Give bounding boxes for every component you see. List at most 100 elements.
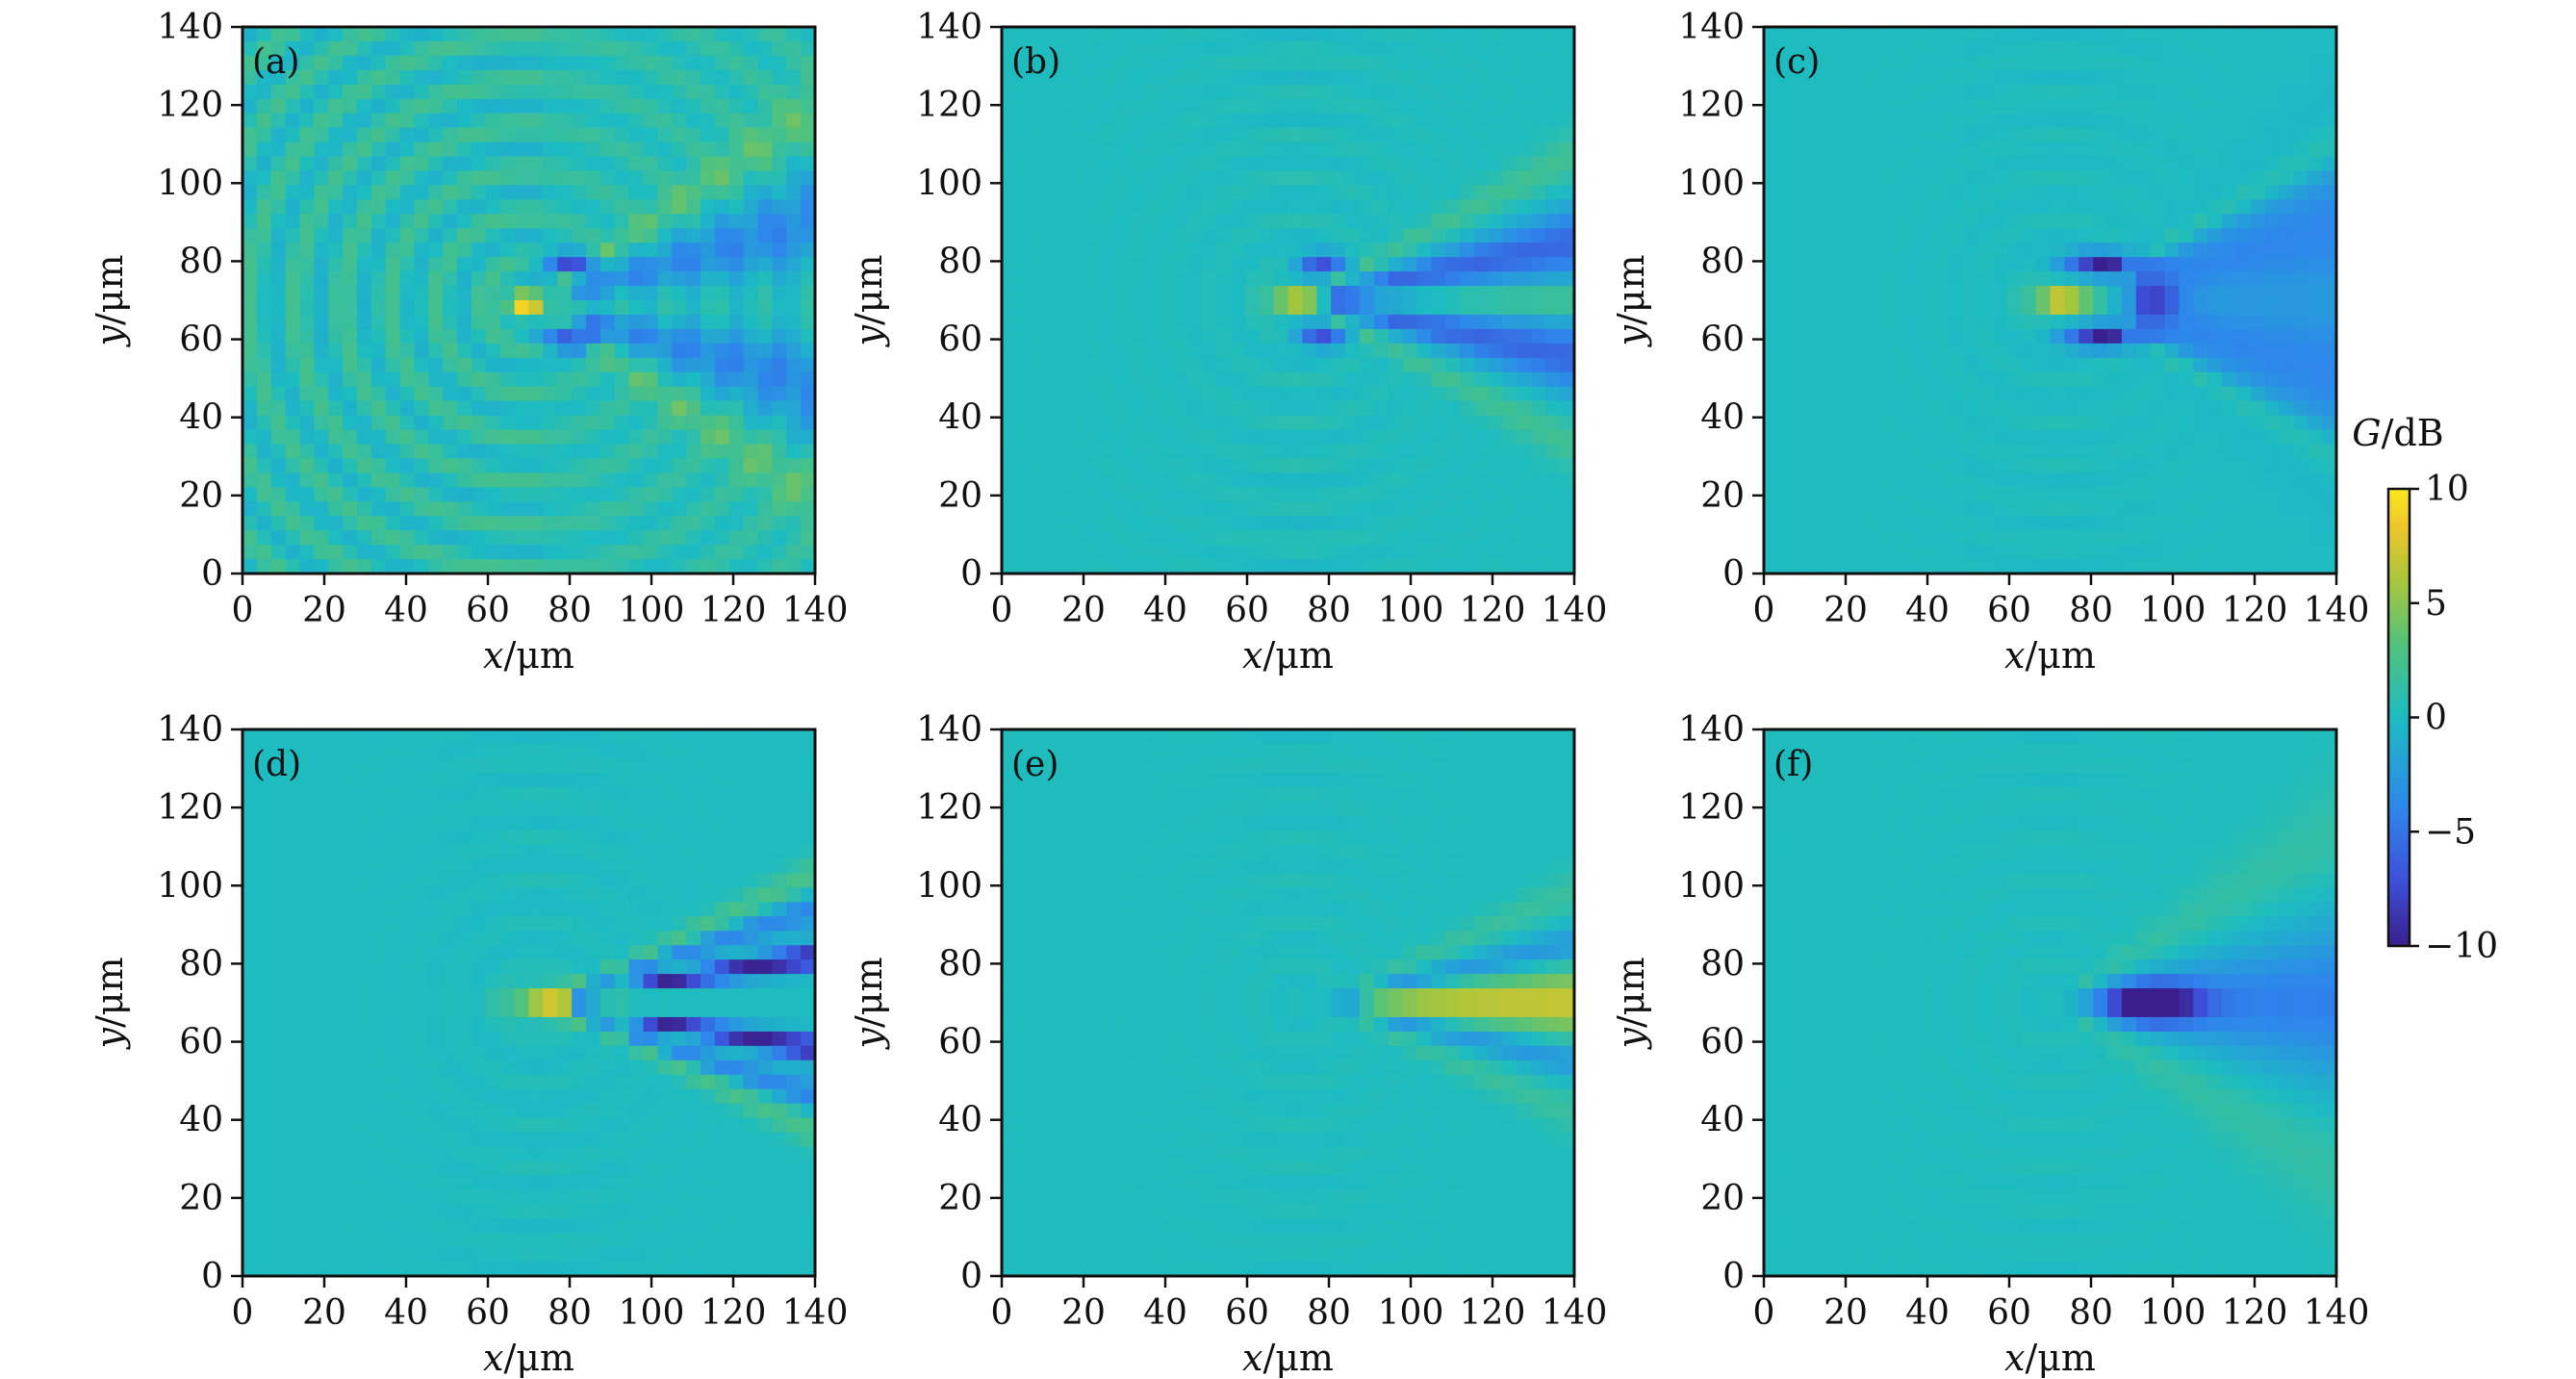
heatmap-cell [643,743,658,759]
heatmap-cell [2293,199,2308,215]
heatmap-cell [1244,458,1261,473]
heatmap-cell [1502,429,1518,446]
heatmap-cell [1431,271,1446,287]
heatmap-cell [772,214,787,229]
heatmap-cell [801,228,816,243]
heatmap-cell [2093,501,2108,517]
heatmap-cell [2235,228,2252,243]
heatmap-cell [1359,69,1375,86]
heatmap-cell [1231,314,1246,330]
heatmap-cell [314,357,329,373]
heatmap-cell [1935,545,1951,560]
heatmap-cell [2021,516,2037,531]
heatmap-cell [557,185,573,200]
heatmap-cell [2193,98,2208,115]
heatmap-cell [1388,371,1404,388]
heatmap-cell [1058,40,1074,57]
heatmap-cell [572,127,587,143]
heatmap-cell [672,27,687,42]
heatmap-cell [485,772,501,788]
heatmap-cell [528,386,544,402]
heatmap-cell [299,113,315,129]
heatmap-cell [772,444,787,460]
heatmap-cell [2207,84,2223,100]
heatmap-cell [1231,371,1246,388]
heatmap-cell [2235,40,2252,57]
heatmap-cell [1560,271,1575,287]
heatmap-cell [1058,400,1074,417]
heatmap-cell [628,55,645,71]
heatmap-cell [1302,472,1317,488]
heatmap-cell [1259,530,1275,546]
heatmap-cell [1173,516,1188,531]
heatmap-cell [1835,530,1850,546]
heatmap-cell [270,84,287,100]
heatmap-cell [1545,458,1561,473]
heatmap-cell [1073,127,1088,143]
heatmap-cell [2222,243,2237,258]
x-tick-label: 140 [2304,591,2370,630]
heatmap-cell [1964,84,1979,100]
heatmap-cell [701,228,716,243]
heatmap-cell [1545,357,1561,373]
heatmap-cell [1431,530,1446,546]
heatmap-cell [2235,98,2252,115]
heatmap-cell [2322,69,2337,86]
heatmap-cell [1187,487,1203,502]
heatmap-cell [328,458,344,473]
heatmap-cell [399,386,416,402]
heatmap-cell [428,530,444,546]
heatmap-cell [1993,156,2008,172]
heatmap-cell [1460,444,1475,460]
heatmap-cell [1878,84,1894,100]
heatmap-cell [2093,113,2108,129]
heatmap-cell [343,458,358,473]
heatmap-cell [772,786,787,803]
heatmap-cell [2050,300,2065,316]
heatmap-cell [2064,343,2079,359]
heatmap-cell [328,243,344,258]
heatmap-cell [1345,415,1361,431]
heatmap-cell [2079,357,2094,373]
heatmap-cell [672,257,687,272]
heatmap-cell [2179,113,2194,129]
heatmap-cell [1359,271,1375,287]
heatmap-cell [1202,84,1217,100]
heatmap-cell [1002,156,1017,172]
heatmap-cell [1416,271,1432,287]
heatmap-cell [1431,444,1446,460]
heatmap-cell [1302,501,1317,517]
heatmap-cell [1935,156,1951,172]
heatmap-cell [242,69,258,86]
heatmap-cell [1921,314,1937,330]
heatmap-cell [2308,371,2323,388]
heatmap-cell [1173,415,1188,431]
heatmap-cell [1445,415,1461,431]
heatmap-cell [772,27,787,42]
heatmap-cell [485,429,501,446]
heatmap-cell [2235,386,2252,402]
heatmap-cell [2050,156,2065,172]
heatmap-cell [1244,501,1261,517]
heatmap-cell [1849,257,1865,272]
heatmap-cell [1316,472,1332,488]
heatmap-cell [1517,55,1532,71]
heatmap-cell [1993,185,2008,200]
heatmap-cell [514,156,530,172]
heatmap-cell [2179,487,2194,502]
heatmap-cell [2064,271,2079,287]
heatmap-cell [599,257,616,272]
heatmap-cell [2308,199,2323,215]
heatmap-cell [457,185,472,200]
heatmap-cell [614,415,630,431]
heatmap-cell [1402,472,1417,488]
heatmap-cell [1002,314,1017,330]
heatmap-cell [2279,415,2294,431]
heatmap-cell [485,444,501,460]
heatmap-cell [472,415,487,431]
heatmap-cell [328,286,344,301]
heatmap-cell [701,772,716,788]
heatmap-cell [1044,559,1060,575]
heatmap-cell [1502,69,1518,86]
heatmap-cell [414,458,429,473]
